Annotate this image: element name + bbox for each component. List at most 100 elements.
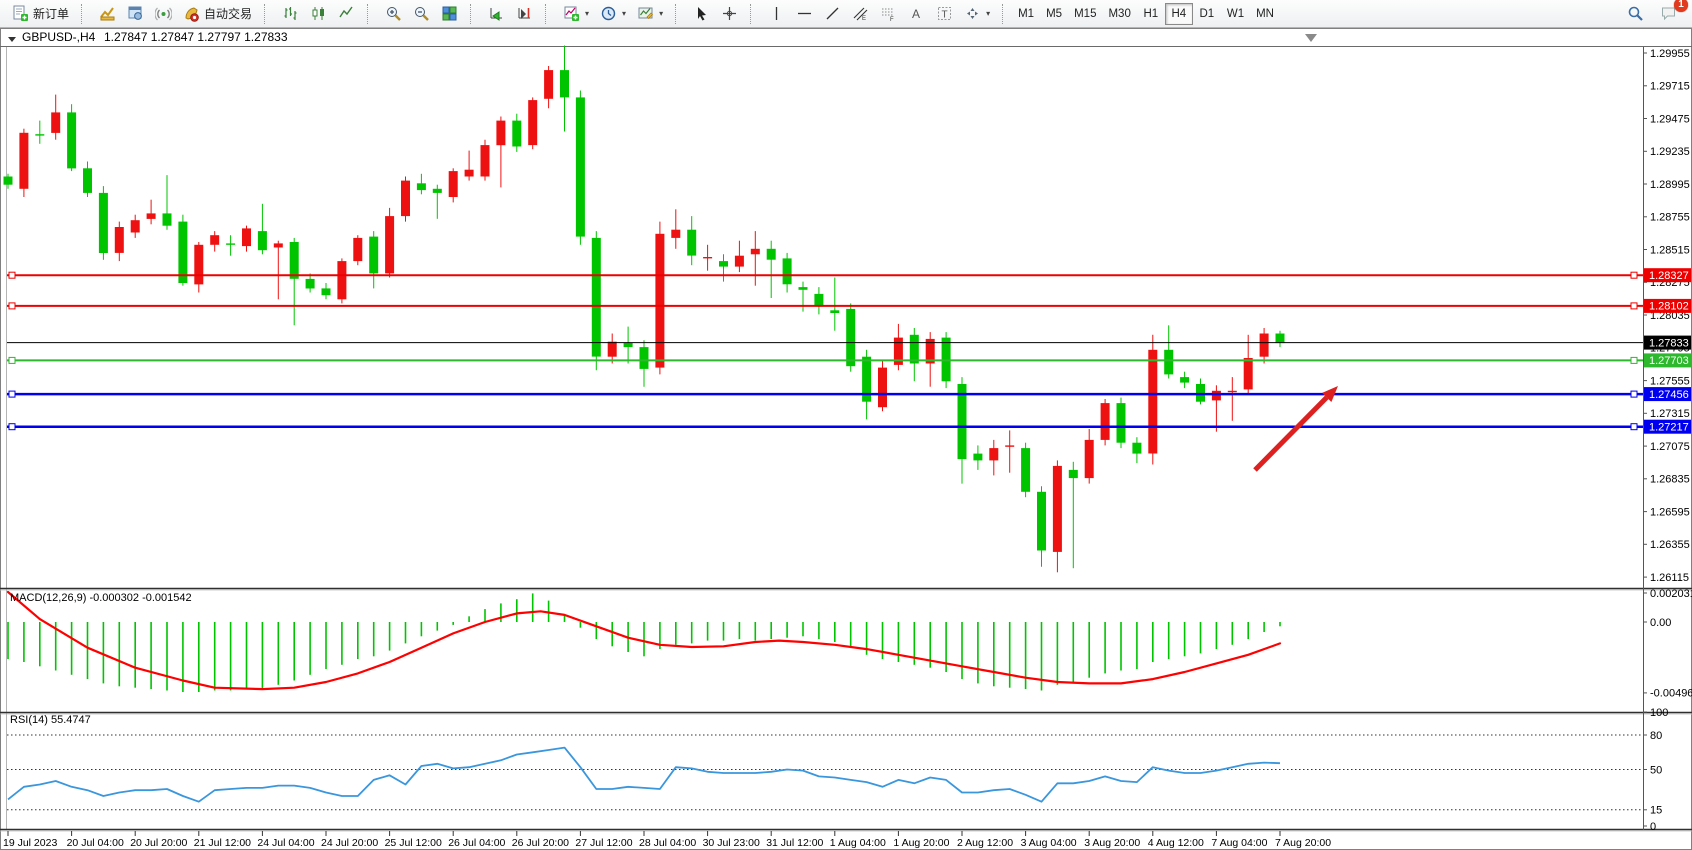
svg-text:1.28327: 1.28327: [1649, 270, 1689, 282]
line-handle[interactable]: [8, 390, 16, 398]
timeframe-h4-button[interactable]: H4: [1164, 2, 1193, 25]
candle: [1132, 437, 1142, 464]
macd-signal-line: [6, 590, 1282, 691]
timeframe-m5-button[interactable]: M5: [1040, 3, 1068, 25]
line-handle[interactable]: [1630, 302, 1638, 310]
timeframe-m15-button[interactable]: M15: [1068, 3, 1102, 25]
macd-axis-label: 0.002031: [1650, 588, 1692, 600]
chart-shift-marker[interactable]: [1305, 34, 1317, 42]
zoom-in-button[interactable]: [380, 2, 407, 26]
indicators-icon: [564, 6, 580, 21]
auto-trading-button[interactable]: 自动交易: [178, 2, 257, 26]
line-handle[interactable]: [1630, 390, 1638, 398]
arrows-button[interactable]: ▾: [959, 2, 995, 26]
navigator-button[interactable]: [150, 2, 177, 26]
timeframe-h1-button[interactable]: H1: [1137, 3, 1165, 25]
crosshair-button[interactable]: [716, 2, 743, 26]
auto-scroll-button[interactable]: [483, 2, 510, 26]
arrows-icon: [967, 8, 979, 19]
time-label: 20 Jul 20:00: [130, 837, 187, 849]
chart-window: GBPUSD-,H4 1.27847 1.27847 1.27797 1.2783…: [0, 28, 1692, 850]
toolbar-separator: [545, 3, 551, 24]
market-watch-icon: [100, 7, 115, 21]
search-button[interactable]: [1622, 2, 1649, 26]
data-window-button[interactable]: [122, 2, 149, 26]
line-handle[interactable]: [1630, 271, 1638, 279]
time-label: 1 Aug 04:00: [830, 837, 886, 849]
candle: [1100, 399, 1110, 446]
channel-icon: E: [853, 7, 868, 22]
candle: [909, 328, 919, 382]
candle: [973, 445, 983, 470]
time-label: 24 Jul 20:00: [321, 837, 378, 849]
toolbar-separator: [750, 3, 756, 24]
line-handle[interactable]: [8, 423, 16, 431]
svg-text:1.27217: 1.27217: [1649, 422, 1689, 434]
rsi-line: [7, 746, 1281, 803]
candle: [496, 116, 506, 188]
candle: [750, 231, 760, 286]
line-chart-button[interactable]: [333, 2, 360, 26]
line-handle[interactable]: [8, 356, 16, 364]
zoom-in-icon: [387, 7, 401, 21]
candle: [846, 303, 856, 372]
horizontal-line-button[interactable]: [791, 2, 818, 26]
line-handle[interactable]: [1630, 356, 1638, 364]
candle: [416, 173, 426, 195]
candle: [1037, 486, 1046, 567]
channel-button[interactable]: E: [847, 2, 874, 26]
text-label-button[interactable]: T: [931, 2, 958, 26]
rsi-axis-label: 15: [1650, 805, 1662, 817]
time-label: 19 Jul 2023: [3, 837, 57, 849]
candle: [814, 287, 824, 315]
candlestick-icon: [312, 7, 325, 20]
market-watch-button[interactable]: [94, 2, 121, 26]
timeframe-d1-button[interactable]: D1: [1193, 3, 1221, 25]
price-tick-label: 1.29475: [1650, 113, 1690, 125]
periods-button[interactable]: ▾: [595, 2, 631, 26]
tile-windows-button[interactable]: [436, 2, 463, 26]
toolbar-separator: [1002, 3, 1008, 24]
horizontal-line-icon: [798, 12, 812, 15]
new-order-button[interactable]: 新订单: [7, 2, 74, 26]
timeframe-m1-button[interactable]: M1: [1012, 3, 1040, 25]
chart-canvas[interactable]: GBPUSD-,H4 1.27847 1.27847 1.27797 1.2783…: [0, 28, 1692, 850]
candle: [560, 45, 569, 132]
line-handle[interactable]: [8, 302, 16, 310]
bar-chart-button[interactable]: [277, 2, 304, 26]
timeframe-m30-button[interactable]: M30: [1102, 3, 1136, 25]
line-handle[interactable]: [1630, 423, 1638, 431]
candle: [19, 128, 29, 197]
tile-windows-icon: [442, 6, 457, 21]
candle: [257, 203, 267, 255]
candle: [734, 240, 744, 273]
fibonacci-icon: F: [882, 8, 895, 22]
candle: [130, 214, 140, 238]
candlestick-button[interactable]: [305, 2, 332, 26]
candle: [353, 235, 363, 266]
trendline-button[interactable]: [819, 2, 846, 26]
cursor-button[interactable]: [688, 2, 715, 26]
candle: [210, 231, 220, 252]
svg-text:F: F: [890, 17, 894, 22]
text-button[interactable]: A: [903, 2, 930, 26]
candle: [1052, 460, 1062, 573]
candle: [1148, 334, 1158, 465]
svg-text:1.27456: 1.27456: [1649, 389, 1689, 401]
timeframe-w1-button[interactable]: W1: [1221, 3, 1250, 25]
fibonacci-button[interactable]: F: [875, 2, 902, 26]
candle: [782, 252, 792, 293]
zoom-out-button[interactable]: [408, 2, 435, 26]
notifications-button[interactable]: 1: [1655, 0, 1688, 26]
auto-trading-icon: [185, 7, 199, 22]
indicators-button[interactable]: ▾: [558, 2, 594, 26]
chart-shift-button[interactable]: [511, 2, 538, 26]
auto-scroll-icon: [490, 8, 503, 21]
price-badge-1.28327: 1.28327: [1644, 268, 1691, 283]
vertical-line-button[interactable]: [763, 2, 790, 26]
templates-button[interactable]: ▾: [632, 2, 668, 26]
timeframe-mn-button[interactable]: MN: [1250, 3, 1280, 25]
line-handle[interactable]: [8, 271, 16, 279]
trend-arrow-annotation[interactable]: [1253, 386, 1338, 472]
symbol-dropdown-icon[interactable]: [8, 37, 16, 42]
